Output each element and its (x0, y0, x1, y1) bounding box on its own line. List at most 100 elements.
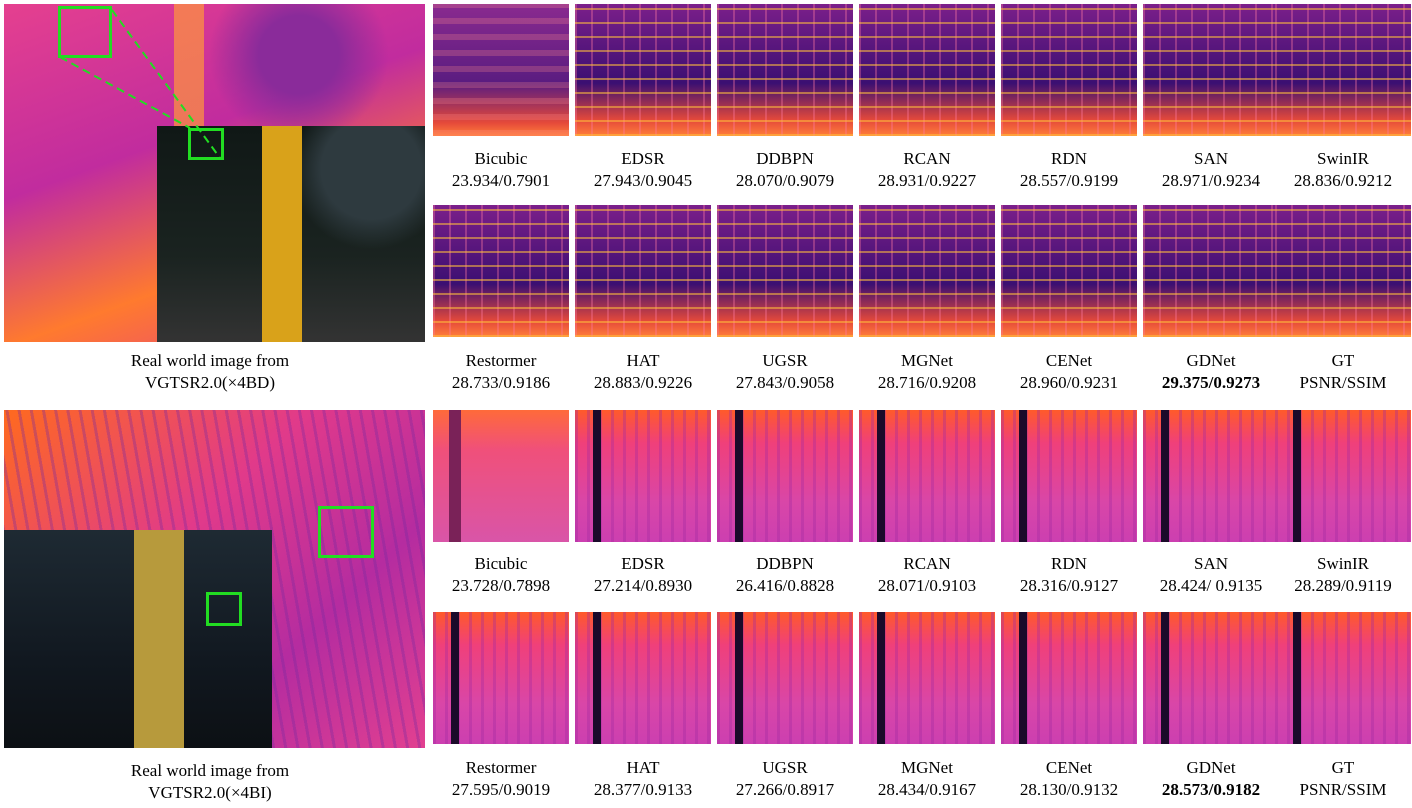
result-label: RDN 28.316/0.9127 (998, 553, 1140, 597)
method-name: RDN (1051, 149, 1087, 168)
method-name: RCAN (903, 554, 951, 573)
result-tile-edsr (575, 410, 711, 542)
result-label: GDNet 29.375/0.9273 (1140, 350, 1282, 394)
result-tile-gdnet (1143, 205, 1279, 337)
result-tile-bicubic (433, 410, 569, 542)
psnr-ssim-score: 28.377/0.9133 (593, 780, 693, 799)
psnr-ssim-score: PSNR/SSIM (1299, 780, 1387, 799)
result-label: EDSR 27.943/0.9045 (572, 148, 714, 192)
result-tile-cenet (1001, 612, 1137, 744)
result-label: HAT 28.377/0.9133 (572, 757, 714, 801)
zoom-box-large-top (58, 6, 112, 58)
method-name: DDBPN (756, 554, 814, 573)
result-tile-rcan (859, 4, 995, 136)
result-tile-hat (575, 612, 711, 744)
result-label: Bicubic 23.934/0.7901 (430, 148, 572, 192)
zoom-box-small-top (188, 128, 224, 160)
result-label: MGNet 28.434/0.9167 (856, 757, 998, 801)
method-name: RCAN (903, 149, 951, 168)
result-label: GT PSNR/SSIM (1272, 757, 1412, 801)
result-tile-rdn (1001, 410, 1137, 542)
result-tile-restormer (433, 612, 569, 744)
psnr-ssim-score: 26.416/0.8828 (735, 576, 835, 595)
method-name: SAN (1193, 554, 1228, 573)
result-tile-cenet (1001, 205, 1137, 337)
result-tile-ddbpn (717, 410, 853, 542)
result-label: SAN 28.424/ 0.9135 (1140, 553, 1282, 597)
psnr-ssim-score: 23.934/0.7901 (451, 171, 551, 190)
result-label: Bicubic 23.728/0.7898 (430, 553, 572, 597)
result-label: RCAN 28.931/0.9227 (856, 148, 998, 192)
result-label: HAT 28.883/0.9226 (572, 350, 714, 394)
result-label: Restormer 28.733/0.9186 (430, 350, 572, 394)
psnr-ssim-score: 29.375/0.9273 (1161, 373, 1261, 392)
result-label: UGSR 27.843/0.9058 (714, 350, 856, 394)
psnr-ssim-score: 28.733/0.9186 (451, 373, 551, 392)
method-name: MGNet (901, 351, 953, 370)
method-name: DDBPN (756, 149, 814, 168)
psnr-ssim-score: 28.971/0.9234 (1161, 171, 1261, 190)
psnr-ssim-score: 28.931/0.9227 (877, 171, 977, 190)
result-label: MGNet 28.716/0.9208 (856, 350, 998, 394)
psnr-ssim-score: 27.595/0.9019 (451, 780, 551, 799)
psnr-ssim-score: PSNR/SSIM (1299, 373, 1387, 392)
result-tile-edsr (575, 4, 711, 136)
psnr-ssim-score: 28.836/0.9212 (1293, 171, 1393, 190)
psnr-ssim-score: 28.883/0.9226 (593, 373, 693, 392)
result-tile-swinir (1275, 410, 1411, 542)
method-name: Bicubic (474, 149, 528, 168)
psnr-ssim-score: 28.716/0.9208 (877, 373, 977, 392)
result-tile-mgnet (859, 612, 995, 744)
thermal-scene-image-bottom (4, 410, 425, 748)
zoom-box-large-bottom (318, 506, 374, 558)
method-name: GT (1331, 351, 1355, 370)
result-tile-ugsr (717, 205, 853, 337)
method-name: RDN (1051, 554, 1087, 573)
caption-top: Real world image from VGTSR2.0(×4BD) (60, 350, 360, 394)
result-tile-ddbpn (717, 4, 853, 136)
method-name: Restormer (465, 758, 537, 777)
psnr-ssim-score: 23.728/0.7898 (451, 576, 551, 595)
result-tile-bicubic (433, 4, 569, 136)
result-label: SwinIR 28.836/0.9212 (1272, 148, 1412, 192)
result-label: Restormer 27.595/0.9019 (430, 757, 572, 801)
visible-light-inset-top (157, 126, 425, 342)
result-tile-rcan (859, 410, 995, 542)
result-tile-gt (1275, 205, 1411, 337)
result-label: DDBPN 26.416/0.8828 (714, 553, 856, 597)
result-tile-swinir (1275, 4, 1411, 136)
caption-top-line1: Real world image from (130, 351, 290, 370)
method-name: GDNet (1186, 758, 1236, 777)
method-name: MGNet (901, 758, 953, 777)
visible-light-inset-bottom (4, 530, 272, 748)
result-label: CENet 28.960/0.9231 (998, 350, 1140, 394)
psnr-ssim-score: 27.843/0.9058 (735, 373, 835, 392)
psnr-ssim-score: 28.424/ 0.9135 (1159, 576, 1263, 595)
method-name: SwinIR (1317, 554, 1369, 573)
method-name: EDSR (621, 149, 665, 168)
method-name: CENet (1045, 758, 1093, 777)
result-tile-restormer (433, 205, 569, 337)
method-name: HAT (626, 351, 660, 370)
psnr-ssim-score: 28.289/0.9119 (1294, 576, 1392, 595)
result-label: RDN 28.557/0.9199 (998, 148, 1140, 192)
result-tile-gdnet (1143, 612, 1279, 744)
psnr-ssim-score: 27.943/0.9045 (593, 171, 693, 190)
method-name: UGSR (762, 758, 808, 777)
psnr-ssim-score: 28.960/0.9231 (1019, 373, 1119, 392)
result-label: GT PSNR/SSIM (1272, 350, 1412, 394)
result-label: GDNet 28.573/0.9182 (1140, 757, 1282, 801)
result-tile-mgnet (859, 205, 995, 337)
caption-bottom-line1: Real world image from (130, 761, 290, 780)
psnr-ssim-score: 28.557/0.9199 (1019, 171, 1119, 190)
method-name: SwinIR (1317, 149, 1369, 168)
method-name: SAN (1193, 149, 1228, 168)
result-label: EDSR 27.214/0.8930 (572, 553, 714, 597)
psnr-ssim-score: 28.316/0.9127 (1019, 576, 1119, 595)
result-tile-san (1143, 410, 1279, 542)
result-label: SwinIR 28.289/0.9119 (1272, 553, 1412, 597)
result-label: DDBPN 28.070/0.9079 (714, 148, 856, 192)
psnr-ssim-score: 28.573/0.9182 (1161, 780, 1261, 799)
method-name: CENet (1045, 351, 1093, 370)
result-tile-rdn (1001, 4, 1137, 136)
